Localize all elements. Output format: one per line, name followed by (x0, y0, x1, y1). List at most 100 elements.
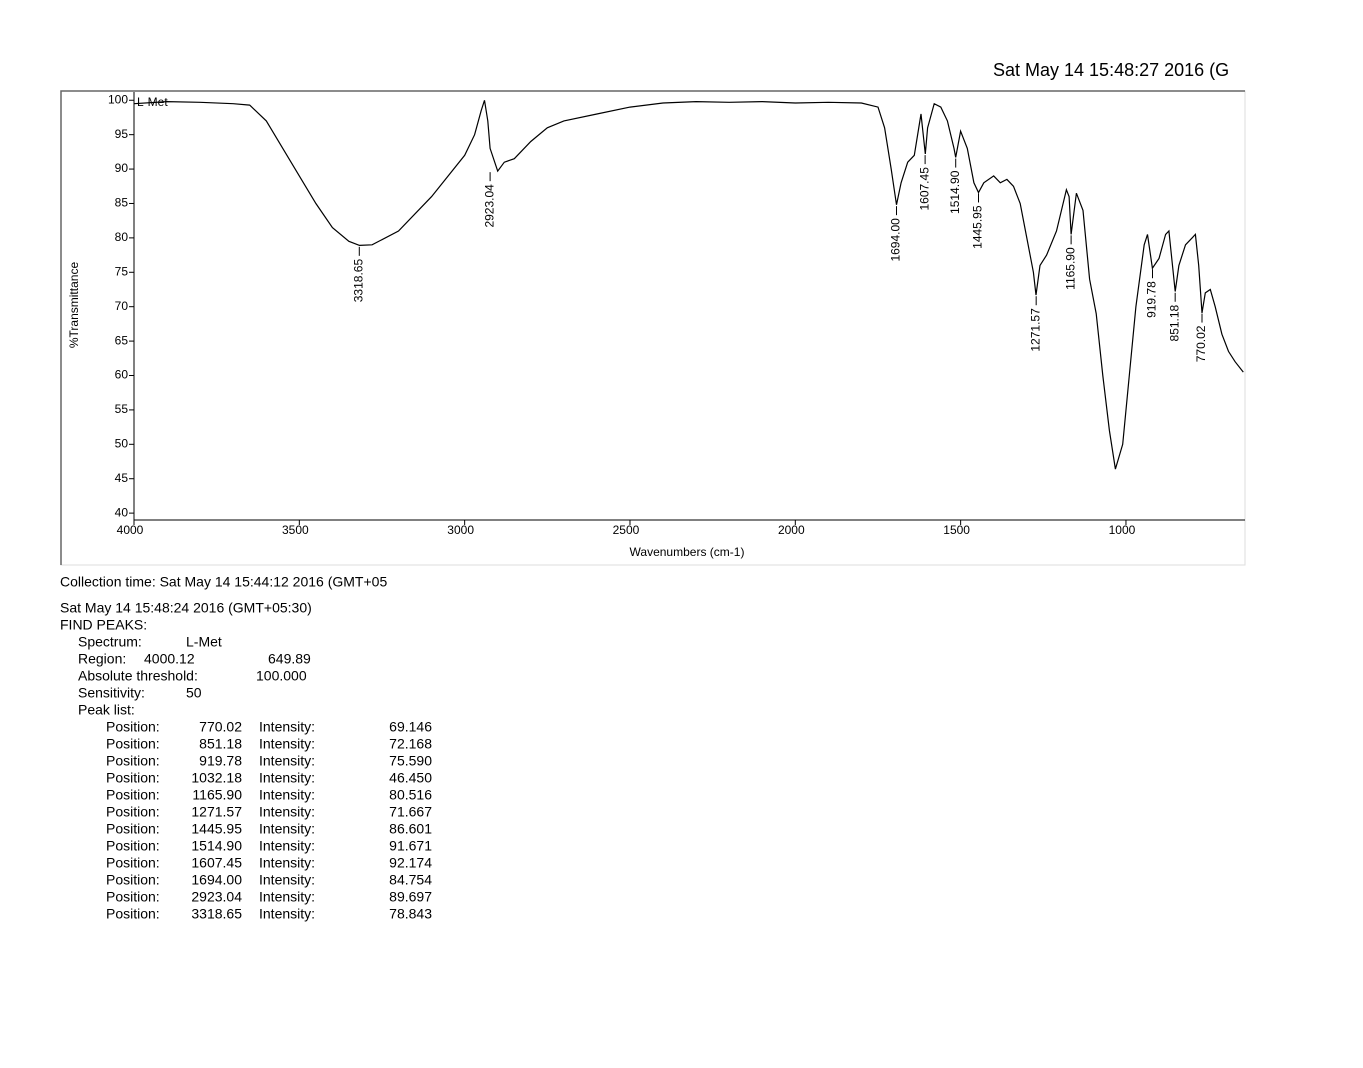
peak-label: 2923.04 (482, 184, 496, 228)
peak-label: 1445.95 (971, 205, 985, 249)
position-label: Position: (106, 787, 160, 803)
value: 4000.12 (144, 651, 195, 667)
peak-label: 770.02 (1194, 325, 1208, 362)
intensity-label: Intensity: (259, 804, 315, 820)
position-value: 1032.18 (191, 770, 242, 786)
x-tick-label: 4000 (117, 523, 144, 537)
y-tick-label: 80 (115, 230, 129, 244)
position-value: 1165.90 (192, 787, 242, 803)
report-title: FIND PEAKS: (60, 617, 147, 633)
intensity-value: 92.174 (389, 855, 432, 871)
intensity-label: Intensity: (259, 770, 315, 786)
y-tick-label: 90 (115, 161, 129, 175)
label: Spectrum: (78, 634, 142, 650)
position-value: 1514.90 (191, 838, 242, 854)
y-axis-title: %Transmittance (67, 262, 81, 349)
intensity-label: Intensity: (259, 889, 315, 905)
position-value: 1694.00 (191, 872, 242, 888)
intensity-value: 91.671 (389, 838, 432, 854)
intensity-label: Intensity: (259, 855, 315, 871)
plot-frame (60, 90, 1246, 566)
position-value: 3318.65 (191, 906, 242, 922)
position-label: Position: (106, 770, 160, 786)
y-tick-label: 70 (115, 299, 129, 313)
intensity-label: Intensity: (259, 787, 315, 803)
peak-label: 851.18 (1167, 304, 1181, 341)
x-tick-label: 3000 (447, 523, 474, 537)
intensity-value: 75.590 (389, 753, 432, 769)
report-timestamp: Sat May 14 15:48:24 2016 (GMT+05:30) (60, 600, 312, 616)
x-tick-label: 1500 (943, 523, 970, 537)
intensity-label: Intensity: (259, 821, 315, 837)
intensity-value: 46.450 (389, 770, 432, 786)
label: Sensitivity: (78, 685, 145, 701)
position-label: Position: (106, 872, 160, 888)
x-tick-label: 2500 (613, 523, 640, 537)
position-value: 1445.95 (191, 821, 242, 837)
y-tick-label: 95 (115, 127, 129, 141)
label: Region: (78, 651, 126, 667)
spectrum-line (133, 100, 1244, 470)
position-value: 919.78 (199, 753, 242, 769)
peak-label: 1271.57 (1028, 308, 1042, 352)
y-tick-label: 45 (115, 471, 129, 485)
x-tick-label: 2000 (778, 523, 805, 537)
y-tick-label: 40 (115, 505, 129, 519)
position-label: Position: (106, 855, 160, 871)
value: L-Met (186, 634, 222, 650)
intensity-label: Intensity: (259, 719, 315, 735)
intensity-label: Intensity: (259, 736, 315, 752)
intensity-value: 84.754 (389, 872, 432, 888)
y-tick-label: 100 (108, 92, 128, 106)
frame-edge (60, 90, 1245, 565)
position-value: 2923.04 (191, 889, 242, 905)
position-label: Position: (106, 804, 160, 820)
position-value: 1271.57 (191, 804, 242, 820)
x-axis-title: Wavenumbers (cm-1) (630, 545, 745, 559)
y-tick-label: 65 (115, 333, 129, 347)
intensity-value: 89.697 (389, 889, 432, 905)
peak-label: 1514.90 (948, 170, 962, 214)
intensity-label: Intensity: (259, 872, 315, 888)
x-tick-label: 3500 (282, 523, 309, 537)
value: 649.89 (268, 651, 311, 667)
peak-label: 919.78 (1145, 281, 1159, 318)
position-value: 851.18 (199, 736, 242, 752)
y-tick-label: 85 (115, 196, 129, 210)
position-label: Position: (106, 736, 160, 752)
position-label: Position: (106, 889, 160, 905)
peak-label: 1165.90 (1063, 247, 1077, 290)
x-tick-label: 1000 (1109, 523, 1136, 537)
intensity-value: 78.843 (389, 906, 432, 922)
intensity-value: 69.146 (389, 719, 432, 735)
intensity-label: Intensity: (259, 906, 315, 922)
legend-label: L-Met (137, 95, 168, 109)
position-label: Position: (106, 719, 160, 735)
intensity-value: 86.601 (389, 821, 432, 837)
value: 50 (186, 685, 202, 701)
intensity-label: Intensity: (259, 838, 315, 854)
position-value: 1607.45 (191, 855, 242, 871)
value: 100.000 (256, 668, 307, 684)
position-label: Position: (106, 753, 160, 769)
y-tick-label: 55 (115, 402, 129, 416)
position-label: Position: (106, 838, 160, 854)
peak-label: 1694.00 (889, 218, 903, 262)
position-value: 770.02 (199, 719, 242, 735)
position-label: Position: (106, 821, 160, 837)
intensity-value: 80.516 (389, 787, 432, 803)
intensity-value: 71.667 (389, 804, 432, 820)
y-tick-label: 60 (115, 368, 129, 382)
peak-label: 1607.45 (917, 167, 931, 211)
print-timestamp: Sat May 14 15:48:27 2016 (G (993, 60, 1229, 80)
label: Absolute threshold: (78, 668, 198, 684)
intensity-label: Intensity: (259, 753, 315, 769)
intensity-value: 72.168 (389, 736, 432, 752)
label: Peak list: (78, 702, 135, 718)
y-tick-label: 50 (115, 436, 129, 450)
position-label: Position: (106, 906, 160, 922)
collection-time: Collection time: Sat May 14 15:44:12 201… (60, 574, 387, 590)
peak-label: 3318.65 (351, 259, 365, 303)
